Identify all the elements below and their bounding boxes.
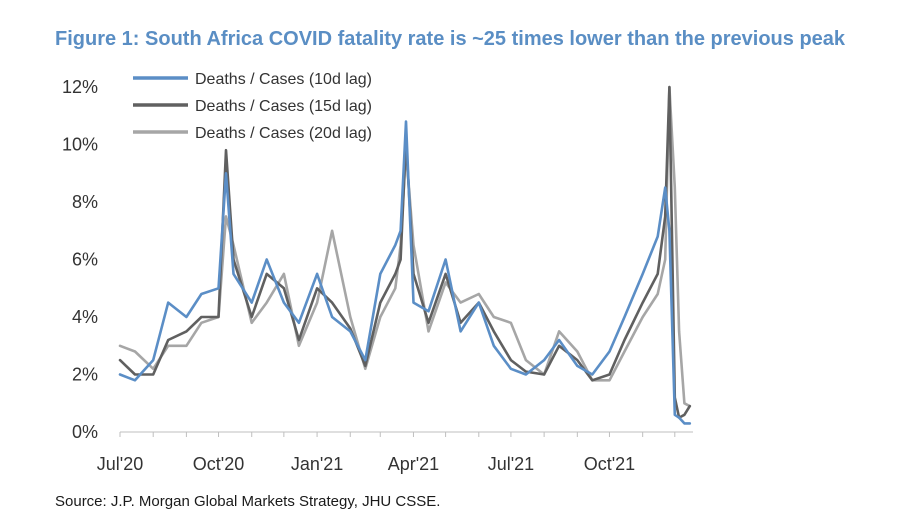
chart-title: Figure 1: South Africa COVID fatality ra… <box>55 28 846 50</box>
x-tick-label: Jul'21 <box>488 454 534 474</box>
legend-label: Deaths / Cases (15d lag) <box>195 98 372 115</box>
x-axis: Jul'20 Oct'20 Jan'21 Apr'21 Jul'21 Oct'21 <box>97 431 693 474</box>
series-line-1 <box>118 120 692 425</box>
series-line-3 <box>118 85 692 408</box>
x-tick-label: Oct'21 <box>584 454 635 474</box>
legend-label: Deaths / Cases (20d lag) <box>195 125 372 142</box>
x-tick-label: Jul'20 <box>97 454 143 474</box>
x-tick-label: Oct'20 <box>193 454 244 474</box>
y-tick-label: 0% <box>72 422 98 442</box>
x-tick-label: Jan'21 <box>291 454 343 474</box>
y-tick-label: 8% <box>72 192 98 212</box>
y-tick-label: 12% <box>62 77 98 97</box>
y-tick-label: 10% <box>62 135 98 155</box>
y-tick-label: 2% <box>72 365 98 385</box>
x-tick-label: Apr'21 <box>388 454 439 474</box>
legend: Deaths / Cases (10d lag) Deaths / Cases (… <box>133 71 372 142</box>
y-tick-label: 6% <box>72 250 98 270</box>
series-lines <box>118 85 692 425</box>
source-note: Source: J.P. Morgan Global Markets Strat… <box>55 493 441 510</box>
legend-label: Deaths / Cases (10d lag) <box>195 71 372 88</box>
y-axis: 0% 2% 4% 6% 8% 10% 12% <box>62 77 98 442</box>
y-tick-label: 4% <box>72 307 98 327</box>
